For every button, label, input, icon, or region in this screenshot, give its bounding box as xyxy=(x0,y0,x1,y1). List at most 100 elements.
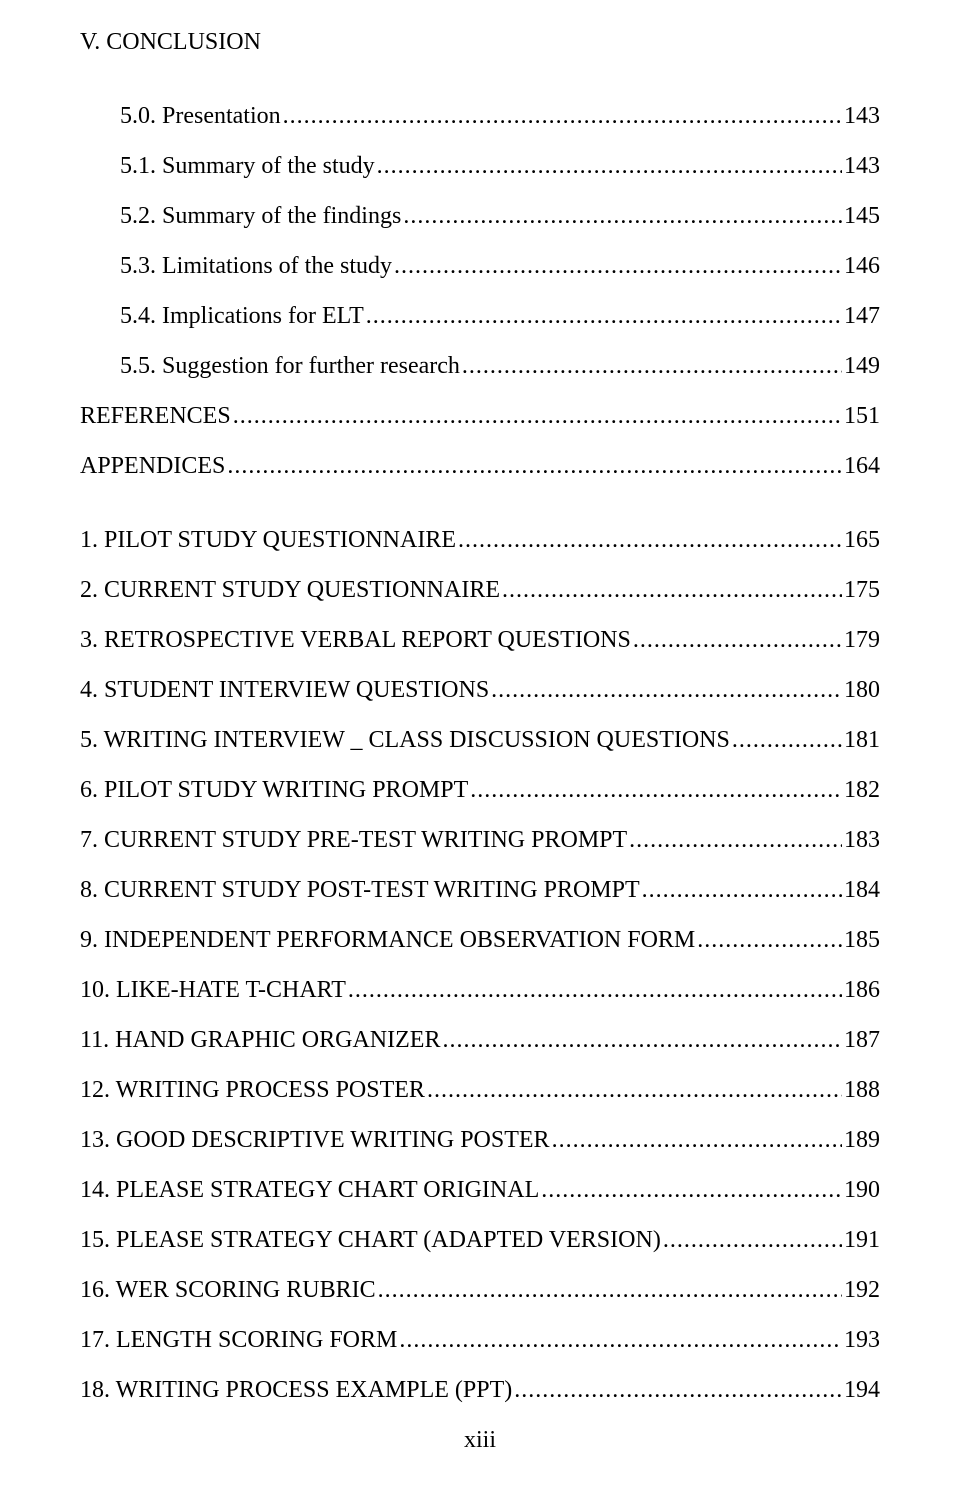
toc-entry: 13. GOOD DESCRIPTIVE WRITING POSTER 189 xyxy=(80,1128,880,1152)
toc-entry-page: 183 xyxy=(844,828,880,852)
toc-entry-label: 13. GOOD DESCRIPTIVE WRITING POSTER xyxy=(80,1128,550,1152)
toc-entry: 14. PLEASE STRATEGY CHART ORIGINAL 190 xyxy=(80,1178,880,1202)
toc-entry-page: 184 xyxy=(844,878,880,902)
toc-entry: 1. PILOT STUDY QUESTIONNAIRE 165 xyxy=(80,528,880,552)
toc-entry-label: 16. WER SCORING RUBRIC xyxy=(80,1278,376,1302)
toc-entry-page: 192 xyxy=(844,1278,880,1302)
toc-entry-page: 143 xyxy=(844,104,880,128)
toc-leader-dots xyxy=(642,878,842,902)
toc-leader-dots xyxy=(366,304,842,328)
toc-leader-dots xyxy=(491,678,842,702)
toc-entry-label: REFERENCES xyxy=(80,404,231,428)
toc-leader-dots xyxy=(427,1078,842,1102)
toc-entry: 5.0. Presentation 143 xyxy=(80,104,880,128)
toc-leader-dots xyxy=(233,404,842,428)
toc-entry-label: 1. PILOT STUDY QUESTIONNAIRE xyxy=(80,528,456,552)
toc-entry-label: 10. LIKE-HATE T-CHART xyxy=(80,978,346,1002)
toc-entry: 5.1. Summary of the study 143 xyxy=(80,154,880,178)
toc-entry-label: APPENDICES xyxy=(80,454,225,478)
toc-entry-label: 12. WRITING PROCESS POSTER xyxy=(80,1078,425,1102)
toc-leader-dots xyxy=(378,1278,842,1302)
toc-entry-label: 4. STUDENT INTERVIEW QUESTIONS xyxy=(80,678,489,702)
toc-leader-dots xyxy=(629,828,842,852)
toc-entry-page: 179 xyxy=(844,628,880,652)
toc-entry: 10. LIKE-HATE T-CHART 186 xyxy=(80,978,880,1002)
toc-leader-dots xyxy=(377,154,842,178)
toc-entry-label: 18. WRITING PROCESS EXAMPLE (PPT) xyxy=(80,1378,512,1402)
toc-entry: 5.4. Implications for ELT 147 xyxy=(80,304,880,328)
toc-entry-label: 5.0. Presentation xyxy=(120,104,281,128)
toc-entry-label: 9. INDEPENDENT PERFORMANCE OBSERVATION F… xyxy=(80,928,695,952)
toc-entry: 4. STUDENT INTERVIEW QUESTIONS 180 xyxy=(80,678,880,702)
toc-leader-dots xyxy=(403,204,842,228)
toc-leader-dots xyxy=(732,728,842,752)
toc-entry-page: 145 xyxy=(844,204,880,228)
toc-leader-dots xyxy=(541,1178,842,1202)
toc-leader-dots xyxy=(552,1128,842,1152)
toc-entry-label: 11. HAND GRAPHIC ORGANIZER xyxy=(80,1028,440,1052)
toc-entry-page: 194 xyxy=(844,1378,880,1402)
toc-entry: 17. LENGTH SCORING FORM 193 xyxy=(80,1328,880,1352)
toc-entry-page: 191 xyxy=(844,1228,880,1252)
toc-leader-dots xyxy=(502,578,842,602)
toc-leader-dots xyxy=(399,1328,842,1352)
toc-entry-label: 5.2. Summary of the findings xyxy=(120,204,401,228)
toc-leader-dots xyxy=(514,1378,842,1402)
toc-entry-label: 17. LENGTH SCORING FORM xyxy=(80,1328,397,1352)
toc-entry-page: 190 xyxy=(844,1178,880,1202)
toc-leader-dots xyxy=(458,528,842,552)
toc-entry: 12. WRITING PROCESS POSTER 188 xyxy=(80,1078,880,1102)
toc-leader-dots xyxy=(470,778,842,802)
toc-entry: 16. WER SCORING RUBRIC 192 xyxy=(80,1278,880,1302)
toc-entry-label: 5.3. Limitations of the study xyxy=(120,254,392,278)
toc-entry-page: 151 xyxy=(844,404,880,428)
toc-entry: 5.2. Summary of the findings 145 xyxy=(80,204,880,228)
toc-leader-dots xyxy=(462,354,842,378)
toc-leader-dots xyxy=(348,978,842,1002)
toc-entry: 8. CURRENT STUDY POST-TEST WRITING PROMP… xyxy=(80,878,880,902)
toc-entry: 11. HAND GRAPHIC ORGANIZER 187 xyxy=(80,1028,880,1052)
toc-leader-dots xyxy=(697,928,842,952)
toc-entry: 3. RETROSPECTIVE VERBAL REPORT QUESTIONS… xyxy=(80,628,880,652)
toc-entry-page: 143 xyxy=(844,154,880,178)
toc-leader-dots xyxy=(283,104,842,128)
toc-entry-page: 146 xyxy=(844,254,880,278)
toc-entry-label: 15. PLEASE STRATEGY CHART (ADAPTED VERSI… xyxy=(80,1228,661,1252)
toc-entry: 18. WRITING PROCESS EXAMPLE (PPT) 194 xyxy=(80,1378,880,1402)
toc-entry-label: 8. CURRENT STUDY POST-TEST WRITING PROMP… xyxy=(80,878,640,902)
toc-entry: 6. PILOT STUDY WRITING PROMPT 182 xyxy=(80,778,880,802)
toc-entry-page: 186 xyxy=(844,978,880,1002)
section-heading: V. CONCLUSION xyxy=(80,30,880,54)
toc-entry-page: 185 xyxy=(844,928,880,952)
toc-entry-page: 175 xyxy=(844,578,880,602)
toc-entry-page: 147 xyxy=(844,304,880,328)
toc-entry-label: 2. CURRENT STUDY QUESTIONNAIRE xyxy=(80,578,500,602)
toc-entry-page: 164 xyxy=(844,454,880,478)
toc-entry-page: 181 xyxy=(844,728,880,752)
toc-leader-dots xyxy=(663,1228,842,1252)
toc-entry-label: 5.1. Summary of the study xyxy=(120,154,375,178)
toc-page: V. CONCLUSION 5.0. Presentation 1435.1. … xyxy=(0,0,960,1492)
toc-entry-page: 193 xyxy=(844,1328,880,1352)
toc-entry-page: 149 xyxy=(844,354,880,378)
toc-entry: 5. WRITING INTERVIEW _ CLASS DISCUSSION … xyxy=(80,728,880,752)
toc-entry-page: 188 xyxy=(844,1078,880,1102)
toc-entry-label: 7. CURRENT STUDY PRE-TEST WRITING PROMPT xyxy=(80,828,627,852)
toc-entry: REFERENCES 151 xyxy=(80,404,880,428)
toc-entry-label: 5. WRITING INTERVIEW _ CLASS DISCUSSION … xyxy=(80,728,730,752)
toc-entry-label: 5.4. Implications for ELT xyxy=(120,304,364,328)
toc-entry-label: 5.5. Suggestion for further research xyxy=(120,354,460,378)
toc-entry-label: 3. RETROSPECTIVE VERBAL REPORT QUESTIONS xyxy=(80,628,631,652)
toc-leader-dots xyxy=(442,1028,842,1052)
toc-entry-label: 6. PILOT STUDY WRITING PROMPT xyxy=(80,778,468,802)
toc-entry: 15. PLEASE STRATEGY CHART (ADAPTED VERSI… xyxy=(80,1228,880,1252)
toc-entry-label: 14. PLEASE STRATEGY CHART ORIGINAL xyxy=(80,1178,539,1202)
toc-entry: 7. CURRENT STUDY PRE-TEST WRITING PROMPT… xyxy=(80,828,880,852)
toc-entry-page: 180 xyxy=(844,678,880,702)
toc-entry: 9. INDEPENDENT PERFORMANCE OBSERVATION F… xyxy=(80,928,880,952)
toc-entry: 5.5. Suggestion for further research 149 xyxy=(80,354,880,378)
toc-entry-page: 189 xyxy=(844,1128,880,1152)
toc-entry: 2. CURRENT STUDY QUESTIONNAIRE 175 xyxy=(80,578,880,602)
toc-leader-dots xyxy=(633,628,842,652)
toc-entry-page: 182 xyxy=(844,778,880,802)
